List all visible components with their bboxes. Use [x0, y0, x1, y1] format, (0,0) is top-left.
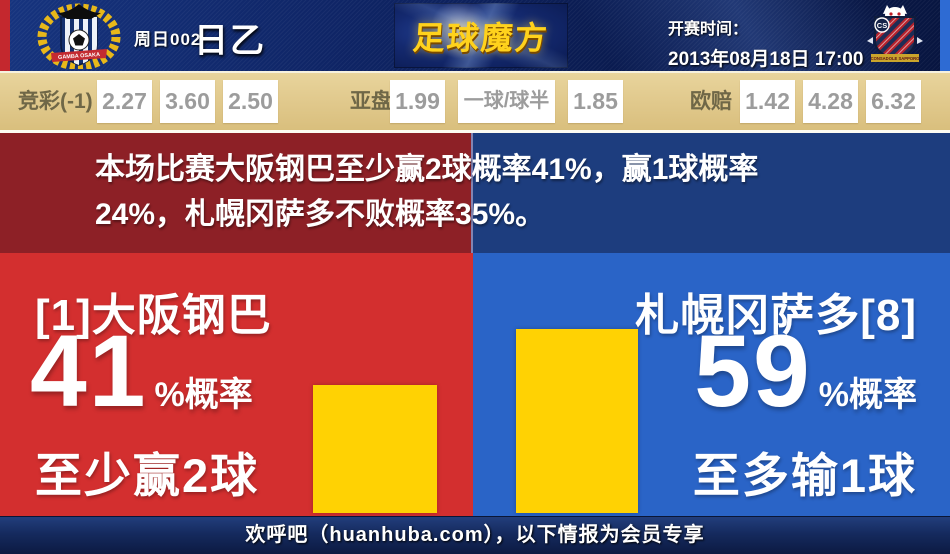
consadole-sapporo-crest-icon: CS CONSADOLE SAPPORO [851, 3, 939, 67]
away-team-panel: 札幌冈萨多[8] 59 %概率 至多输1球 [473, 253, 950, 516]
banner-divider [471, 133, 473, 253]
asian-handicap-line: 一球/球半 [458, 80, 555, 123]
away-outcome-text: 至多输1球 [692, 449, 917, 502]
footer-text: 欢呼吧（huanhuba.com），以下情报为会员专享 [245, 524, 705, 546]
prediction-banner: 本场比赛大阪钢巴至少赢2球概率41%，赢1球概率 24%，札幌冈萨多不败概率35… [0, 133, 950, 253]
jingcai-home-odds: 2.27 [97, 80, 152, 123]
gamba-ribbon-text: GAMBA OSAKA [58, 52, 100, 61]
right-blue-edge [940, 0, 950, 71]
header-separator [0, 71, 950, 73]
prediction-text: 本场比赛大阪钢巴至少赢2球概率41%，赢1球概率 24%，札幌冈萨多不败概率35… [95, 147, 758, 237]
away-probability-bar [516, 329, 638, 513]
home-probability-suffix: %概率 [154, 376, 253, 414]
away-probability-suffix: %概率 [818, 376, 917, 414]
kickoff-datetime: 2013年08月18日 17:00 [668, 49, 864, 70]
away-probability: 59 %概率 [694, 319, 917, 423]
prediction-line-2: 24%，札幌冈萨多不败概率35%。 [95, 198, 546, 231]
home-outcome-text: 至少赢2球 [35, 449, 260, 502]
away-probability-value: 59 [694, 314, 812, 428]
footer: 欢呼吧（huanhuba.com），以下情报为会员专享 [0, 516, 950, 554]
left-red-edge [0, 0, 10, 71]
home-team-panel: [1]大阪钢巴 41 %概率 至少赢2球 [0, 253, 473, 516]
match-header: GAMBA OSAKA 周日002 日乙 足球魔方 开赛时间： 2013年08月… [0, 0, 950, 71]
odds-bar: 竞彩(-1) 2.27 3.60 2.50 亚盘 1.99 一球/球半 1.85… [0, 73, 950, 130]
home-probability-value: 41 [30, 314, 148, 428]
sapporo-ribbon-text: CONSADOLE SAPPORO [871, 56, 921, 61]
euro-away-odds: 6.32 [866, 80, 921, 123]
home-team-name: [1]大阪钢巴 [35, 291, 272, 340]
league-name: 日乙 [194, 22, 266, 60]
jingcai-draw-odds: 3.60 [160, 80, 215, 123]
sapporo-cs-initials: CS [877, 21, 887, 30]
jingcai-odds-label: 竞彩(-1) [18, 90, 93, 113]
site-logo-text: 足球魔方 [411, 19, 551, 56]
asian-handicap-label: 亚盘 [350, 90, 392, 113]
gamba-osaka-crest-icon: GAMBA OSAKA [27, 3, 131, 69]
away-team-name: 札幌冈萨多[8] [635, 291, 917, 340]
light-burst-icon [394, 3, 568, 68]
banner-blue-background [473, 133, 950, 253]
jingcai-away-odds: 2.50 [223, 80, 278, 123]
euro-draw-odds: 4.28 [803, 80, 858, 123]
site-logo-panel: 足球魔方 [394, 3, 568, 68]
asian-handicap-away-odds: 1.85 [568, 80, 623, 123]
euro-home-odds: 1.42 [740, 80, 795, 123]
match-number: 周日002 [134, 30, 202, 49]
kickoff-time-block: 开赛时间： 2013年08月18日 17:00 [668, 15, 863, 71]
odds-separator [0, 130, 950, 133]
euro-odds-label: 欧赔 [690, 90, 732, 113]
home-probability: 41 %概率 [30, 319, 253, 423]
probability-panels: [1]大阪钢巴 41 %概率 至少赢2球 札幌冈萨多[8] 59 %概率 至多输… [0, 253, 950, 516]
kickoff-label: 开赛时间： [668, 21, 749, 38]
home-probability-bar [313, 385, 437, 513]
asian-handicap-home-odds: 1.99 [390, 80, 445, 123]
banner-red-background [0, 133, 473, 253]
prediction-line-1: 本场比赛大阪钢巴至少赢2球概率41%，赢1球概率 [95, 153, 759, 186]
